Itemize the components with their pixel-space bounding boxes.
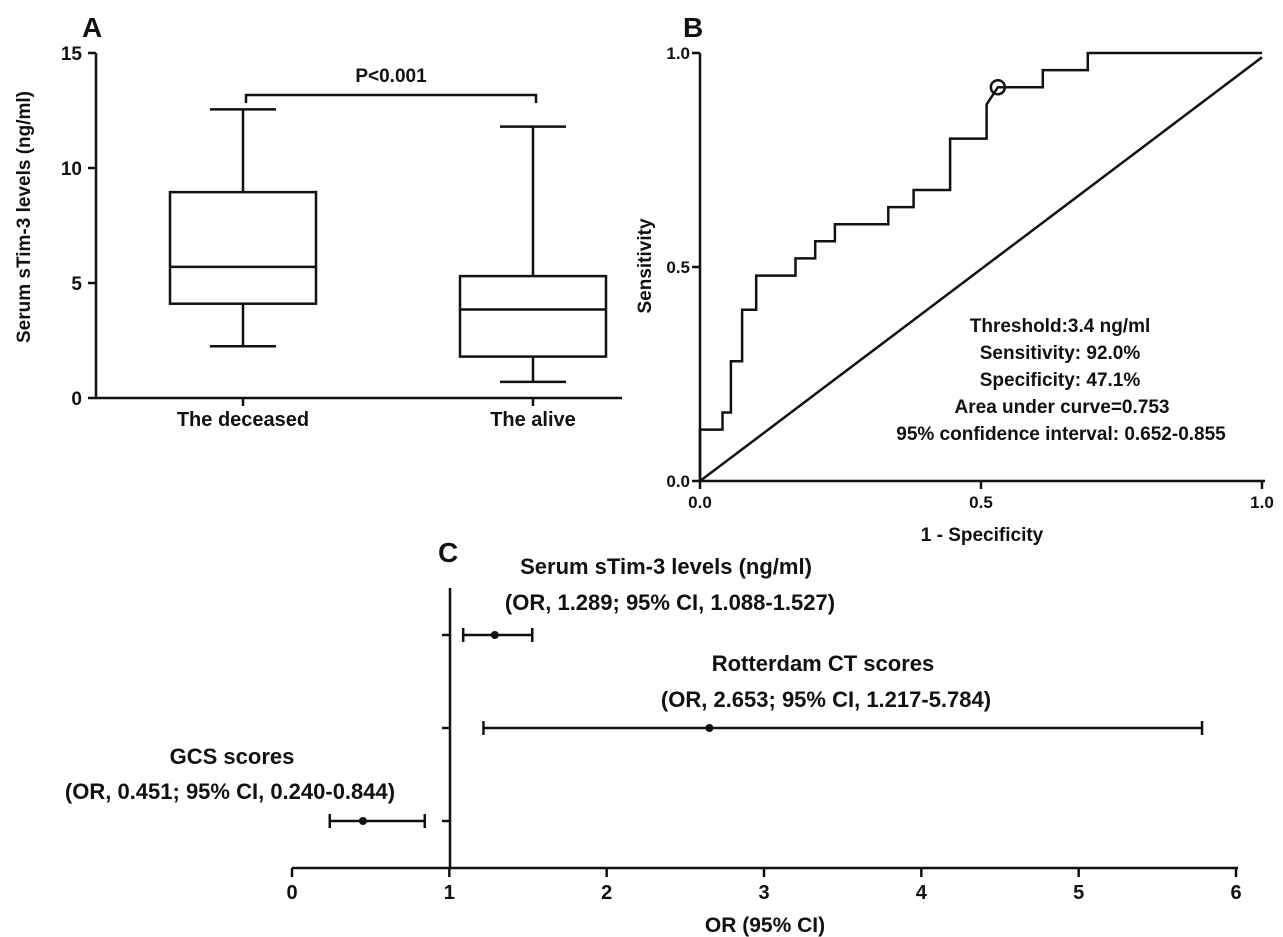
panel-c-x-tick-label: 6 [1230, 882, 1241, 904]
panel-a-x-ticks: The deceased The alive [177, 398, 576, 431]
panel-b-y-ticks: 0.0 0.5 1.0 [666, 44, 700, 491]
panel-b-roc-curve: B Sensitivity 1 - Specificity 0.00.51.0 … [635, 12, 1274, 546]
forest-row-stim3: Serum sTim-3 levels (ng/ml) (OR, 1.289; 9… [442, 554, 835, 642]
panel-c-x-tick-label: 3 [758, 882, 769, 904]
panel-b-letter: B [683, 12, 703, 43]
panel-b-y-tick-label: 0.5 [666, 258, 690, 277]
panel-b-annotations: Threshold:3.4 ng/ml Sensitivity: 92.0% Spe… [896, 316, 1226, 445]
panel-a-y-tick-label: 15 [61, 44, 83, 65]
panel-c-x-tick-label: 2 [601, 882, 612, 904]
panel-c-x-tick-label: 5 [1073, 882, 1084, 904]
reference-diagonal-line [699, 56, 1263, 482]
forest-row-gcs: GCS scores (OR, 0.451; 95% CI, 0.240-0.84… [65, 744, 450, 828]
panel-a-boxes [168, 108, 608, 384]
odds-ratio-point [358, 817, 367, 825]
auc-label: Area under curve=0.753 [955, 397, 1170, 418]
iqr-box [168, 190, 318, 305]
panel-a-category-label: The alive [490, 409, 576, 431]
panel-c-x-tick-label: 1 [444, 882, 455, 904]
box-2 [458, 125, 608, 384]
panel-a-letter: A [82, 12, 102, 43]
row-or-label: (OR, 1.289; 95% CI, 1.088-1.527) [505, 590, 835, 615]
panel-b-y-tick-label: 0.0 [666, 472, 690, 491]
panel-c-x-axis-label: OR (95% CI) [705, 914, 825, 937]
confidence-interval-label: 95% confidence interval: 0.652-0.855 [896, 424, 1226, 445]
panel-c-forest-plot: C 0 1 2 3 4 5 6 OR (95% CI) Serum sTim-3 level… [65, 537, 1242, 937]
row-title: GCS scores [170, 744, 295, 769]
panel-c-x-tick-label: 0 [286, 882, 297, 904]
panel-b-x-tick-label: 0.0 [688, 493, 712, 512]
panel-a-y-axis-label: Serum sTim-3 levels (ng/ml) [14, 91, 35, 343]
box-1 [168, 108, 318, 348]
panel-a-category-label: The deceased [177, 409, 309, 431]
threshold-label: Threshold:3.4 ng/ml [970, 316, 1151, 337]
odds-ratio-point [705, 724, 714, 732]
panel-c-x-tick-label: 4 [916, 882, 928, 904]
p-value-label: P<0.001 [355, 66, 427, 87]
panel-a-y-tick-label: 5 [71, 274, 82, 295]
optimal-cutoff-marker [989, 78, 1007, 96]
panel-a-y-ticks: 0 5 10 15 [61, 44, 96, 410]
forest-row-rotterdam: Rotterdam CT scores (OR, 2.653; 95% CI, 1… [442, 651, 1204, 735]
panel-c-rows: Serum sTim-3 levels (ng/ml) (OR, 1.289; 9… [65, 554, 1204, 828]
row-title: Rotterdam CT scores [712, 651, 935, 676]
panel-b-x-axis-label: 1 - Specificity [921, 525, 1044, 546]
iqr-box [458, 274, 608, 358]
panel-b-series [698, 51, 1263, 482]
specificity-label: Specificity: 47.1% [980, 370, 1141, 391]
p-value-bracket [244, 93, 538, 103]
sensitivity-label: Sensitivity: 92.0% [980, 343, 1141, 364]
panel-b-x-tick-label: 1.0 [1250, 493, 1274, 512]
panel-a-y-tick-label: 0 [71, 389, 82, 410]
panel-a-box-plot: A Serum sTim-3 levels (ng/ml) 0 5 10 15 The… [14, 12, 622, 431]
row-or-label: (OR, 0.451; 95% CI, 0.240-0.844) [65, 779, 395, 804]
panel-c-x-ticks: 0 1 2 3 4 5 6 [286, 868, 1242, 904]
panel-b-y-tick-label: 1.0 [666, 44, 690, 63]
row-or-label: (OR, 2.653; 95% CI, 1.217-5.784) [661, 687, 991, 712]
panel-a-y-tick-label: 10 [61, 159, 82, 180]
panel-c-letter: C [438, 537, 458, 568]
panel-b-y-axis-label: Sensitivity [635, 218, 656, 313]
panel-b-x-ticks: 0.0 0.5 1.0 [688, 481, 1274, 512]
row-title: Serum sTim-3 levels (ng/ml) [520, 554, 812, 579]
panel-b-x-tick-label: 0.5 [969, 493, 993, 512]
odds-ratio-point [490, 631, 499, 639]
